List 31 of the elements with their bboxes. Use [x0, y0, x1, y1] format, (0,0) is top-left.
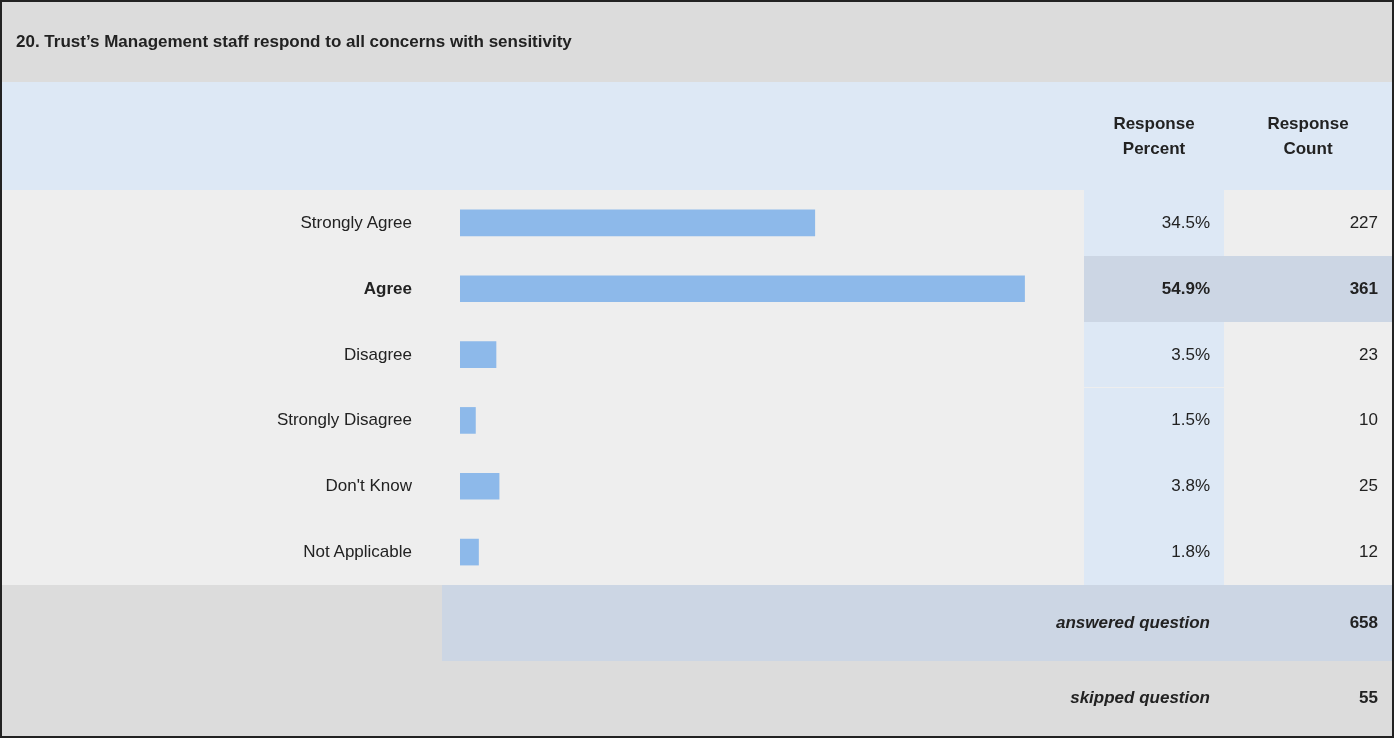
- data-label: 34.5%: [1161, 212, 1210, 233]
- text: 10: [1359, 410, 1378, 431]
- data-label: 1.5%: [1171, 410, 1210, 431]
- bar: [460, 472, 500, 500]
- bar: [460, 341, 497, 368]
- y-tick-label: Not Applicable: [303, 542, 412, 563]
- data-label: 54.9%: [1161, 278, 1210, 299]
- y-tick-label: Agree: [363, 278, 412, 299]
- text: skipped question: [1070, 688, 1210, 709]
- text: 20. Trust’s Management staff respond to all concerns with sensitivity: [16, 32, 572, 52]
- y-tick-label: Strongly Disagree: [276, 410, 412, 431]
- text: 55: [1359, 688, 1378, 709]
- y-tick-label: Don't Know: [325, 476, 412, 497]
- text: Response Count: [1266, 112, 1350, 160]
- y-tick-label: Strongly Agree: [300, 212, 412, 233]
- text: 227: [1349, 212, 1378, 233]
- text: 25: [1359, 476, 1378, 497]
- data-label: 3.8%: [1171, 476, 1210, 497]
- data-label: 1.8%: [1171, 542, 1210, 563]
- bar: [460, 275, 1025, 303]
- bar: [460, 209, 816, 237]
- text: 23: [1359, 344, 1378, 365]
- bar: [460, 538, 479, 566]
- data-label: 3.5%: [1171, 344, 1210, 365]
- bar: [460, 407, 476, 434]
- y-tick-label: Disagree: [343, 344, 412, 365]
- text: Response Percent: [1112, 112, 1196, 160]
- text: 12: [1359, 542, 1378, 563]
- text: answered question: [1056, 612, 1210, 633]
- text: 361: [1349, 278, 1378, 299]
- text: 658: [1349, 612, 1378, 633]
